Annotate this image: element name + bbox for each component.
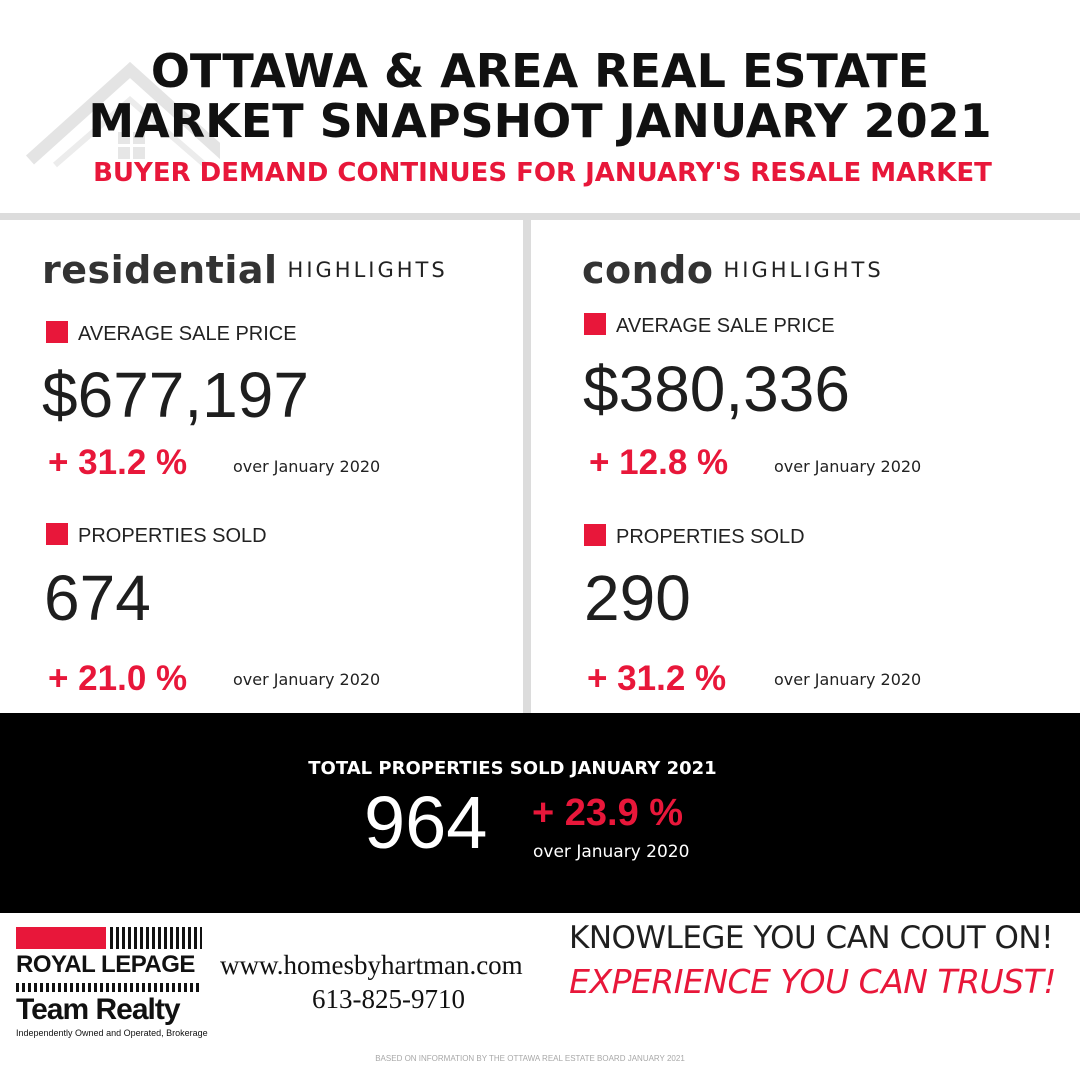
red-square-icon bbox=[46, 321, 68, 343]
slogan-experience: EXPERIENCE YOU CAN TRUST! bbox=[569, 962, 1056, 1001]
royal-lepage-logo: ROYAL LEPAGE Team Realty Independently O… bbox=[16, 927, 208, 1042]
residential-sold-label: PROPERTIES SOLD bbox=[46, 523, 267, 548]
condo-sold-label: PROPERTIES SOLD bbox=[584, 524, 805, 549]
residential-avg-label: AVERAGE SALE PRICE bbox=[46, 321, 297, 346]
residential-sold-label-text: PROPERTIES SOLD bbox=[78, 525, 267, 547]
column-divider bbox=[523, 220, 531, 713]
total-value: 964 bbox=[364, 781, 488, 864]
logo-lepage-text: LEPAGE bbox=[101, 951, 195, 978]
red-square-icon bbox=[584, 313, 606, 335]
condo-sold-change: + 31.2 % bbox=[587, 659, 727, 698]
condo-heading: condo HIGHLIGHTS bbox=[582, 248, 884, 292]
residential-heading-suffix: HIGHLIGHTS bbox=[287, 258, 448, 282]
phone-number: 613-825-9710 bbox=[312, 984, 465, 1014]
total-change: + 23.9 % bbox=[532, 792, 684, 834]
condo-sold-change-note: over January 2020 bbox=[774, 670, 922, 689]
logo-royal-text: ROYAL bbox=[16, 951, 102, 978]
website-link[interactable]: www.homesbyhartman.com bbox=[220, 950, 523, 980]
condo-avg-label-text: AVERAGE SALE PRICE bbox=[616, 315, 835, 337]
condo-heading-suffix: HIGHLIGHTS bbox=[723, 258, 884, 282]
house-icon bbox=[25, 61, 220, 168]
residential-sold-change: + 21.0 % bbox=[48, 659, 188, 698]
logo-barcode-top bbox=[110, 927, 202, 949]
source-note: BASED ON INFORMATION BY THE OTTAWA REAL … bbox=[375, 1054, 685, 1063]
page-subtitle: BUYER DEMAND CONTINUES FOR JANUARY'S RES… bbox=[93, 158, 992, 188]
residential-avg-label-text: AVERAGE SALE PRICE bbox=[78, 323, 297, 345]
condo-avg-change-note: over January 2020 bbox=[774, 457, 922, 476]
logo-subtitle: Independently Owned and Operated, Broker… bbox=[16, 1028, 208, 1038]
residential-heading-word: residential bbox=[42, 248, 278, 292]
residential-heading: residential HIGHLIGHTS bbox=[42, 248, 448, 292]
residential-avg-change: + 31.2 % bbox=[48, 443, 188, 482]
slogan-knowledge: KNOWLEGE YOU CAN COUT ON! bbox=[568, 920, 1054, 956]
condo-avg-value: $380,336 bbox=[583, 353, 850, 425]
logo-barcode-mid bbox=[16, 983, 202, 992]
total-title: TOTAL PROPERTIES SOLD JANUARY 2021 bbox=[308, 758, 717, 779]
page-title-line2: MARKET SNAPSHOT JANUARY 2021 bbox=[88, 94, 992, 148]
residential-avg-value: $677,197 bbox=[42, 359, 309, 431]
page-title-line1: OTTAWA & AREA REAL ESTATE bbox=[150, 44, 930, 98]
logo-royal-lepage: ROYAL LEPAGE bbox=[16, 951, 195, 979]
total-band bbox=[0, 713, 1080, 913]
condo-heading-word: condo bbox=[582, 248, 714, 292]
condo-sold-label-text: PROPERTIES SOLD bbox=[616, 526, 805, 548]
logo-red-block bbox=[16, 927, 106, 949]
residential-avg-change-note: over January 2020 bbox=[233, 457, 381, 476]
condo-avg-change: + 12.8 % bbox=[589, 443, 729, 482]
logo-team-realty: Team Realty bbox=[16, 993, 181, 1026]
red-square-icon bbox=[584, 524, 606, 546]
total-change-note: over January 2020 bbox=[533, 842, 690, 862]
red-square-icon bbox=[46, 523, 68, 545]
header-divider bbox=[0, 213, 1080, 220]
residential-sold-value: 674 bbox=[44, 562, 151, 634]
condo-avg-label: AVERAGE SALE PRICE bbox=[584, 313, 835, 338]
residential-sold-change-note: over January 2020 bbox=[233, 670, 381, 689]
condo-sold-value: 290 bbox=[584, 562, 691, 634]
